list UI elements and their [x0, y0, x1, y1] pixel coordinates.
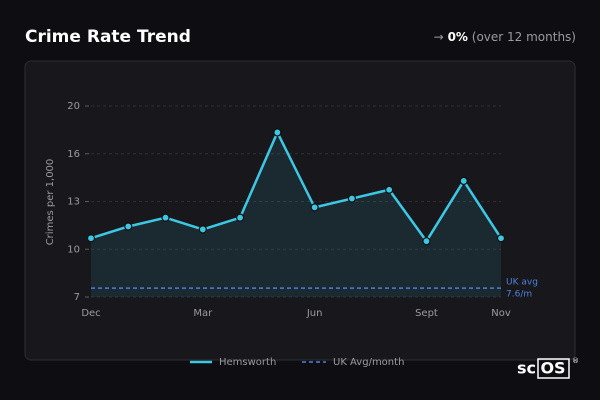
- title: Crime Rate Trend: [25, 27, 191, 47]
- y-tick-label: 16: [67, 149, 80, 160]
- trend-period: (over 12 months): [472, 30, 576, 44]
- point: [496, 234, 506, 243]
- y-tick-label: 20: [67, 101, 80, 112]
- x-tick-label: Sept: [415, 308, 438, 319]
- point: [161, 213, 170, 222]
- point: [347, 194, 357, 203]
- trend-arrow: →: [434, 30, 444, 44]
- x-tick-label: Dec: [81, 308, 100, 319]
- y-tick-label: 13: [67, 197, 80, 208]
- logo-right: OS: [540, 359, 565, 378]
- point: [124, 222, 133, 231]
- point: [198, 225, 207, 234]
- point: [422, 237, 431, 246]
- legend-label: UK Avg/month: [333, 357, 404, 368]
- trend-summary: → 0% (over 12 months): [434, 30, 576, 44]
- y-tick-label: 7: [74, 292, 80, 303]
- x-tick-label: Jun: [306, 308, 323, 319]
- legend-label: Hemsworth: [219, 357, 276, 368]
- point: [273, 128, 282, 137]
- chart-card: [24, 60, 576, 361]
- point: [310, 203, 319, 212]
- y-axis-label: Crimes per 1,000: [45, 159, 56, 246]
- point: [86, 234, 96, 243]
- x-tick-label: Nov: [491, 308, 511, 319]
- area: [91, 132, 501, 297]
- logo-left: sc: [517, 359, 536, 378]
- point: [235, 213, 245, 222]
- logo-mark: ®: [572, 357, 579, 365]
- y-tick-label: 10: [67, 244, 80, 255]
- reference-annotation: UK avg: [506, 278, 538, 288]
- reference-annotation: 7.6/m: [506, 290, 532, 300]
- line: [90, 131, 503, 243]
- point: [459, 176, 468, 186]
- logo-box: [537, 358, 570, 379]
- plot: 7 10 13 16 20 Dec Mar Jun Sept Nov UK avg 7.6/m: [67, 101, 538, 319]
- point: [385, 185, 394, 194]
- x-tick-label: Mar: [193, 308, 213, 319]
- trend-change: 0%: [448, 30, 468, 44]
